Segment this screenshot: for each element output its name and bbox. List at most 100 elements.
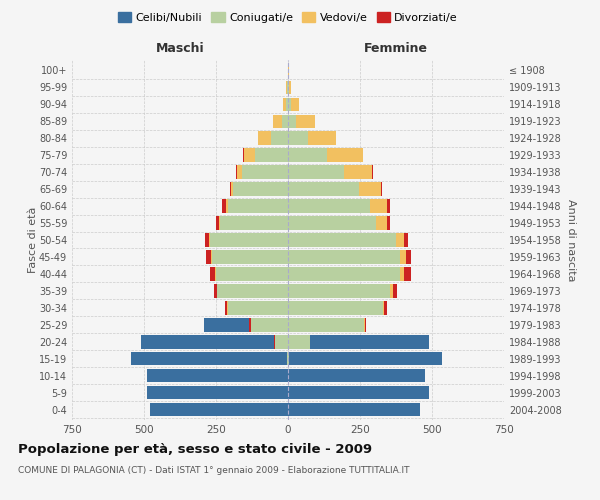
Bar [205, 318, 288, 332]
Bar [241, 302, 288, 314]
Bar [290, 98, 299, 111]
Bar [370, 200, 387, 212]
Bar [288, 182, 289, 196]
Bar [288, 148, 327, 162]
Bar [288, 284, 302, 298]
Bar [250, 318, 251, 332]
Bar [288, 234, 293, 246]
Bar [365, 318, 367, 332]
Bar [288, 250, 296, 264]
Bar [233, 182, 288, 196]
Bar [400, 250, 406, 264]
Bar [223, 200, 226, 212]
Bar [288, 216, 376, 230]
Bar [284, 200, 288, 212]
Bar [215, 268, 216, 280]
Bar [396, 234, 404, 246]
Bar [147, 386, 288, 400]
Bar [344, 166, 373, 178]
Bar [287, 352, 288, 366]
Bar [147, 369, 288, 382]
Bar [288, 268, 301, 280]
Bar [288, 403, 421, 416]
Bar [141, 336, 288, 348]
Bar [288, 318, 364, 332]
Bar [381, 182, 382, 196]
Bar [286, 80, 287, 94]
Bar [289, 80, 291, 94]
Bar [359, 182, 381, 196]
Legend: Celibi/Nubili, Coniugati/e, Vedovi/e, Divorziati/e: Celibi/Nubili, Coniugati/e, Vedovi/e, Di… [113, 8, 463, 28]
Bar [404, 234, 408, 246]
Bar [287, 182, 288, 196]
Bar [283, 98, 286, 111]
Bar [242, 166, 288, 178]
Bar [237, 166, 242, 178]
Bar [255, 148, 288, 162]
Bar [212, 250, 288, 264]
Bar [288, 336, 429, 348]
Bar [383, 302, 385, 314]
Bar [131, 352, 288, 366]
Bar [288, 200, 370, 212]
Bar [216, 268, 288, 280]
Bar [404, 268, 411, 280]
Bar [224, 302, 227, 314]
Bar [288, 234, 396, 246]
Bar [390, 284, 392, 298]
Bar [288, 132, 308, 144]
Bar [288, 302, 313, 314]
Bar [209, 234, 210, 246]
Bar [288, 318, 350, 332]
Bar [216, 216, 219, 230]
Bar [220, 216, 288, 230]
Bar [288, 284, 390, 298]
Bar [308, 132, 335, 144]
Bar [288, 352, 289, 366]
Bar [206, 250, 211, 264]
Bar [288, 98, 290, 111]
Bar [281, 114, 288, 128]
Bar [226, 200, 227, 212]
Bar [150, 403, 288, 416]
Bar [210, 268, 215, 280]
Bar [275, 336, 288, 348]
Bar [251, 318, 288, 332]
Bar [244, 148, 255, 162]
Text: Popolazione per età, sesso e stato civile - 2009: Popolazione per età, sesso e stato civil… [18, 442, 372, 456]
Bar [288, 336, 310, 348]
Y-axis label: Anni di nascita: Anni di nascita [566, 198, 575, 281]
Bar [296, 114, 315, 128]
Bar [227, 302, 288, 314]
Bar [277, 234, 288, 246]
Bar [243, 148, 244, 162]
Bar [288, 369, 425, 382]
Bar [211, 250, 212, 264]
Bar [392, 284, 397, 298]
Bar [288, 200, 290, 212]
Bar [286, 98, 288, 111]
Bar [256, 284, 288, 298]
Bar [385, 302, 387, 314]
Bar [231, 182, 233, 196]
Bar [266, 250, 288, 264]
Bar [271, 132, 288, 144]
Bar [230, 182, 231, 196]
Bar [214, 284, 217, 298]
Text: Femmine: Femmine [364, 42, 428, 55]
Bar [406, 250, 410, 264]
Bar [227, 200, 288, 212]
Bar [288, 166, 344, 178]
Bar [400, 268, 404, 280]
Bar [219, 216, 220, 230]
Bar [387, 216, 389, 230]
Bar [376, 216, 387, 230]
Text: COMUNE DI PALAGONIA (CT) - Dati ISTAT 1° gennaio 2009 - Elaborazione TUTTITALIA.: COMUNE DI PALAGONIA (CT) - Dati ISTAT 1°… [18, 466, 409, 475]
Text: Fasce di età: Fasce di età [28, 207, 38, 273]
Bar [288, 386, 429, 400]
Bar [288, 182, 359, 196]
Bar [283, 216, 288, 230]
Bar [205, 234, 209, 246]
Bar [210, 234, 288, 246]
Bar [259, 132, 271, 144]
